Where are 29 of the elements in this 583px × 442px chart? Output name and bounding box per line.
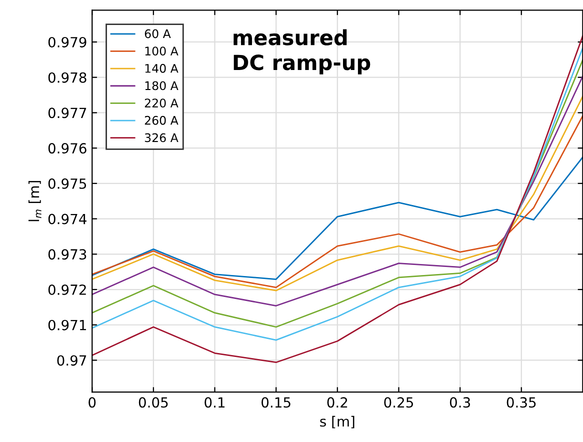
y-tick-label: 0.974 xyxy=(48,214,86,224)
x-tick-label: 0.35 xyxy=(506,397,536,408)
y-axis-title: l$_{m}$ [m] xyxy=(28,181,42,222)
x-tick-label: 0.3 xyxy=(450,397,470,408)
y-tick-label: 0.97 xyxy=(57,355,86,366)
x-tick-label: 0.1 xyxy=(204,397,225,408)
y-tick-label: 0.973 xyxy=(48,249,86,260)
x-tick-label: 0.2 xyxy=(327,397,348,408)
annotation: measured DC ramp-up xyxy=(234,29,370,74)
legend-label: 260 A xyxy=(144,116,178,125)
y-tick-label: 0.975 xyxy=(48,178,86,189)
y-tick-label: 0.972 xyxy=(48,284,86,295)
x-tick-label: 0.25 xyxy=(384,397,413,408)
legend-label: 100 A xyxy=(145,46,178,56)
x-axis-title: s [m] xyxy=(320,416,354,428)
legend-label: 60 A xyxy=(144,29,171,38)
line-series xyxy=(92,156,583,280)
legend-label: 180 A xyxy=(145,81,178,90)
legend-label: 220 A xyxy=(144,98,178,108)
y-tick-label: 0.971 xyxy=(48,320,86,330)
y-tick-label: 0.978 xyxy=(48,72,86,83)
x-tick-label: 0.15 xyxy=(262,397,290,408)
y-tick-label: 0.977 xyxy=(48,108,86,118)
legend-label: 326 A xyxy=(144,133,178,142)
x-tick-label: 0.05 xyxy=(138,397,168,408)
y-tick-label: 0.979 xyxy=(48,36,86,48)
legend-label: 140 A xyxy=(145,64,178,73)
x-tick-label: 0 xyxy=(88,397,96,408)
y-tick-label: 0.976 xyxy=(48,143,86,154)
